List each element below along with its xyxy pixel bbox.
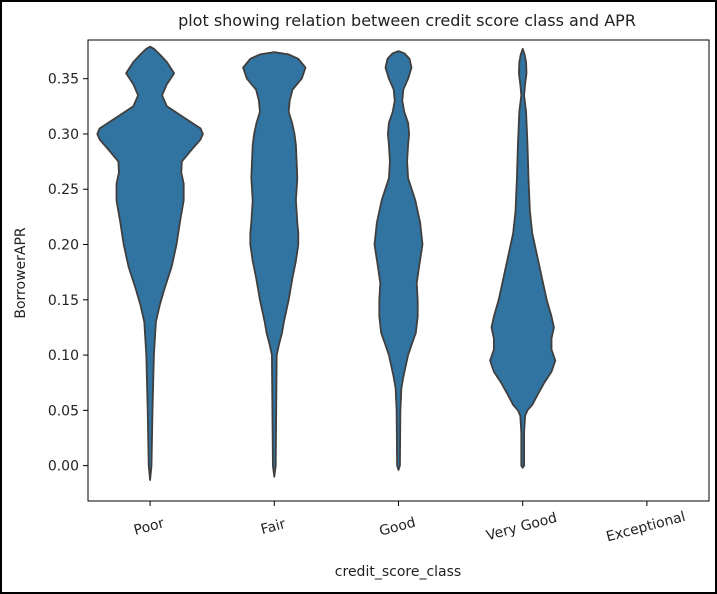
y-tick-label: 0.15 <box>48 293 79 309</box>
y-axis: 0.00 0.05 0.10 0.15 0.20 0.25 0.30 0.35 <box>48 72 88 475</box>
x-tick-label: Poor <box>132 515 166 538</box>
y-tick-label: 0.05 <box>48 403 79 419</box>
x-tick-label: Exceptional <box>604 509 687 546</box>
y-tick-label: 0.00 <box>48 459 79 475</box>
y-tick-label: 0.30 <box>48 127 79 143</box>
violin-good <box>373 50 424 471</box>
x-axis-label: credit_score_class <box>335 564 461 580</box>
x-tick-label: Fair <box>259 516 288 538</box>
x-axis: Poor Fair Good Very Good Exceptional <box>132 501 687 545</box>
violin-poor <box>96 45 204 481</box>
violin-fair <box>242 51 307 478</box>
y-tick-label: 0.35 <box>48 72 79 88</box>
x-tick-label: Good <box>378 515 418 540</box>
y-tick-label: 0.20 <box>48 238 79 254</box>
chart-title: plot showing relation between credit sco… <box>178 11 636 30</box>
x-tick-label: Very Good <box>485 510 559 544</box>
violin-very-good <box>489 47 557 469</box>
y-tick-label: 0.10 <box>48 348 79 364</box>
y-tick-label: 0.25 <box>48 182 79 198</box>
violin-group <box>96 45 557 481</box>
y-axis-label: BorrowerAPR <box>13 227 29 319</box>
plot-area <box>87 39 710 502</box>
